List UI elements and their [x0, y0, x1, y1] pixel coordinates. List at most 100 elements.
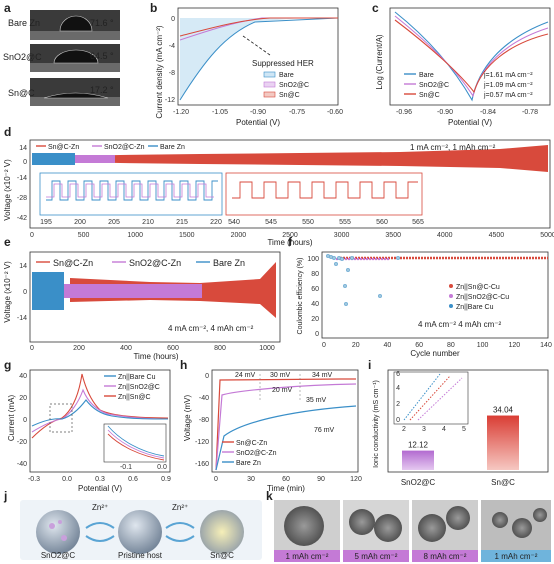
panel-i-label: i: [368, 358, 371, 372]
b-ytick-0: 0: [171, 16, 175, 23]
panel-f: f Coulombic efficiency (%) Zn||Sn@C-Cu Z…: [288, 235, 552, 358]
c-xtick-3: -0.78: [522, 109, 538, 116]
i-inset-ytick-3: 6: [396, 371, 400, 378]
b-xtick-4: -0.60: [327, 109, 343, 116]
g-xtick-3: 0.6: [128, 476, 138, 483]
her-arrow: [242, 35, 271, 56]
panel-c-xlabel: Potential (V): [448, 118, 492, 127]
h-ytick-0: 0: [205, 373, 209, 380]
panel-b-frame: [177, 7, 339, 106]
g-sno2-curve: [31, 388, 169, 433]
d-xtick-7: 3500: [385, 232, 401, 239]
b-ytick-1: -4: [169, 43, 175, 50]
c-value-2: j=0.57 mA cm⁻²: [483, 92, 533, 99]
panel-j-label: j: [3, 489, 7, 503]
g-inset-xtick-0: -0.1: [120, 464, 132, 471]
i-bar-0: [402, 450, 434, 470]
k-caption-0: 1 mAh cm⁻²: [286, 552, 329, 561]
k-caption-2: 8 mAh cm⁻²: [424, 552, 467, 561]
j-label-1: Pristine host: [118, 551, 163, 560]
d-legend-2: Bare Zn: [160, 144, 185, 151]
panel-g-label: g: [4, 358, 11, 372]
b-legend-2: Sn@C: [279, 92, 300, 99]
panel-h-label: h: [180, 358, 187, 372]
d-ytick-0: 14: [19, 145, 27, 152]
f-legend-2: Zn||Bare Cu: [456, 304, 494, 311]
i-inset-xtick-3: 5: [462, 426, 466, 433]
d-ytick-4: -42: [17, 215, 27, 222]
c-value-1: j=1.09 mA cm⁻²: [483, 82, 533, 89]
tem-image-3: 1 mAh cm⁻²: [481, 500, 551, 562]
c-xtick-2: -0.84: [480, 109, 496, 116]
g-ytick-2: 0: [23, 417, 27, 424]
angle-snc-value: 17.2 °: [90, 85, 114, 95]
panel-d-xlabel: Time (hours): [267, 238, 312, 247]
i-value-label-0: 12.12: [408, 441, 429, 450]
c-xtick-1: -0.90: [437, 109, 453, 116]
h-note-2: 34 mV: [312, 372, 333, 379]
e-xtick-0: 0: [30, 345, 34, 352]
panel-d: d Voltage (x10⁻² V) Sn@C-Zn SnO2@C-Zn Ba…: [3, 125, 554, 247]
e-legend-0: Sn@C-Zn: [53, 258, 93, 268]
d-legend-1: SnO2@C-Zn: [104, 144, 145, 151]
e-legend-2: Bare Zn: [213, 258, 245, 268]
e-legend-1: SnO2@C-Zn: [129, 258, 181, 268]
panel-d-ylabel: Voltage (x10⁻² V): [3, 159, 12, 221]
d-inset2-tick-3: 555: [339, 219, 351, 226]
e-condition: 4 mA cm⁻², 4 mAh cm⁻²: [168, 324, 254, 333]
e-ytick-0: 14: [19, 263, 27, 270]
sno2-line: [179, 17, 338, 41]
g-legend-1: Zn||SnO2@C: [118, 384, 160, 391]
angle-sno2-value: 64.5 °: [90, 51, 114, 61]
i-category-1: Sn@C: [491, 478, 515, 487]
j-ion-left: Zn²⁺: [92, 503, 108, 512]
i-inset-ytick-2: 4: [396, 385, 400, 392]
panel-c: c Log (Current/A) Bare SnO2@C Sn@C j=1.6…: [372, 1, 551, 127]
b-xtick-3: -0.75: [289, 109, 305, 116]
panel-b-ylabel: Current density (mA cm⁻²): [155, 25, 164, 118]
sno2-host-sphere: [36, 510, 80, 554]
d-inset1-tick-0: 195: [40, 219, 52, 226]
snc-host-sphere: [200, 510, 244, 554]
panel-f-label: f: [288, 235, 293, 249]
angle-bare-value: 71.6 °: [90, 18, 114, 28]
c-bare-line: [394, 11, 549, 102]
d-inset2-tick-5: 565: [412, 219, 424, 226]
f-bare-points: [326, 253, 401, 307]
contact-angle-sno2: SnO2@C 64.5 °: [3, 44, 120, 72]
panel-a-label: a: [4, 1, 11, 15]
j-label-0: SnO2@C: [41, 551, 76, 560]
d-sno2-trace: [75, 155, 115, 163]
b-xtick-0: -1.20: [173, 109, 189, 116]
d-snc-trace: [75, 145, 548, 172]
d-xtick-4: 2000: [231, 232, 247, 239]
panel-g-frame: [29, 369, 171, 473]
angle-snc-name: Sn@C: [8, 88, 35, 98]
panel-i-frame: [387, 369, 549, 473]
panel-e-label: e: [4, 235, 11, 249]
d-bare-trace: [32, 153, 75, 165]
f-xtick-0: 0: [322, 342, 326, 349]
h-ytick-4: -160: [195, 461, 209, 468]
d-inset2-tick-4: 560: [376, 219, 388, 226]
b-ytick-3: -12: [165, 97, 175, 104]
e-xtick-4: 800: [214, 345, 226, 352]
g-ytick-3: -20: [17, 439, 27, 446]
contact-angle-bare: Bare Zn 71.6 °: [8, 10, 120, 40]
d-xtick-10: 5000: [540, 232, 554, 239]
b-legend-1: SnO2@C: [279, 82, 309, 89]
angle-bare-name: Bare Zn: [8, 18, 40, 28]
panel-f-frame: [321, 251, 549, 339]
bare-line: [179, 17, 339, 101]
g-inset-xtick-1: 0.0: [157, 464, 167, 471]
c-value-0: j=1.61 mA cm⁻²: [483, 72, 533, 79]
f-xtick-5: 100: [477, 342, 489, 349]
e-xtick-3: 600: [167, 345, 179, 352]
e-bare-trace: [32, 272, 64, 310]
f-xtick-3: 60: [415, 342, 423, 349]
d-inset1-tick-1: 200: [74, 219, 86, 226]
panel-b-label: b: [150, 1, 157, 15]
g-xtick-2: 0.3: [95, 476, 105, 483]
d-inset-1: [39, 172, 223, 216]
